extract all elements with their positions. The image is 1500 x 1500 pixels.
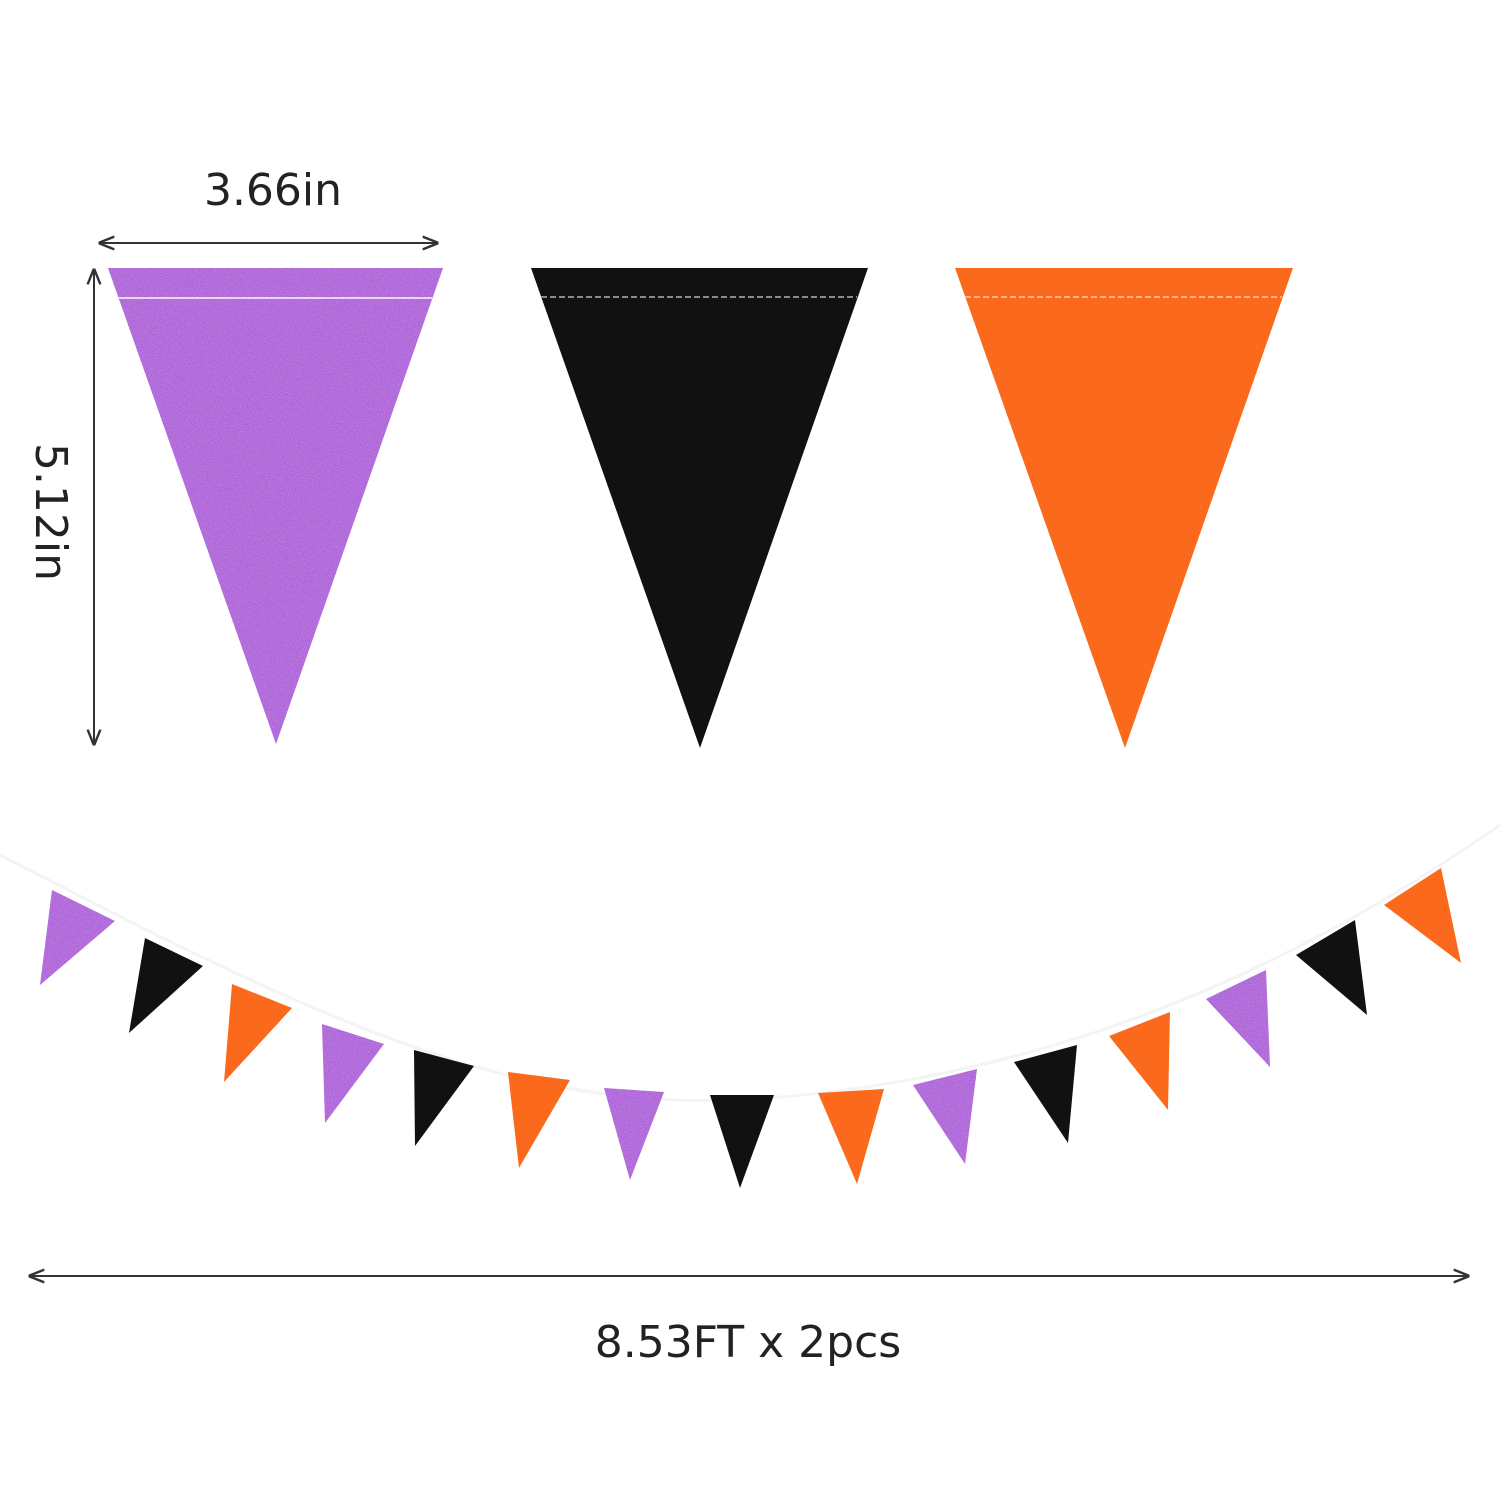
height-dimension: 5.12in [25, 270, 94, 744]
garland-pennant-orange [224, 984, 292, 1082]
large-pennant-black [531, 268, 868, 748]
large-pennants [108, 268, 1293, 748]
garland-pennant-black [414, 1050, 474, 1146]
garland-pennant-black [1014, 1045, 1077, 1143]
garland-pennant-purple [1206, 970, 1270, 1067]
garland-string [0, 823, 1500, 1103]
garland-pennant-orange [818, 1089, 884, 1184]
large-pennant-purple [108, 268, 443, 744]
garland-pennant-black [129, 938, 203, 1033]
garland-pennant-purple [40, 890, 115, 985]
large-pennant-orange [955, 268, 1293, 748]
garland-pennant-purple [913, 1069, 977, 1164]
garland-pennant-black [1296, 920, 1367, 1015]
height-label: 5.12in [25, 443, 76, 581]
length-dimension: 8.53FT x 2pcs [30, 1276, 1468, 1368]
garland-pennant-orange [1109, 1012, 1170, 1110]
garland-pennant-black [710, 1095, 774, 1188]
garland-pennant-orange [508, 1072, 570, 1168]
length-label: 8.53FT x 2pcs [595, 1317, 901, 1368]
width-label: 3.66in [204, 165, 342, 216]
width-dimension: 3.66in [100, 165, 437, 243]
garland-pennant-orange [1384, 868, 1461, 963]
garland-pennants [40, 868, 1461, 1188]
garland [0, 823, 1500, 1188]
garland-pennant-purple [604, 1088, 664, 1180]
garland-pennant-purple [322, 1024, 384, 1123]
